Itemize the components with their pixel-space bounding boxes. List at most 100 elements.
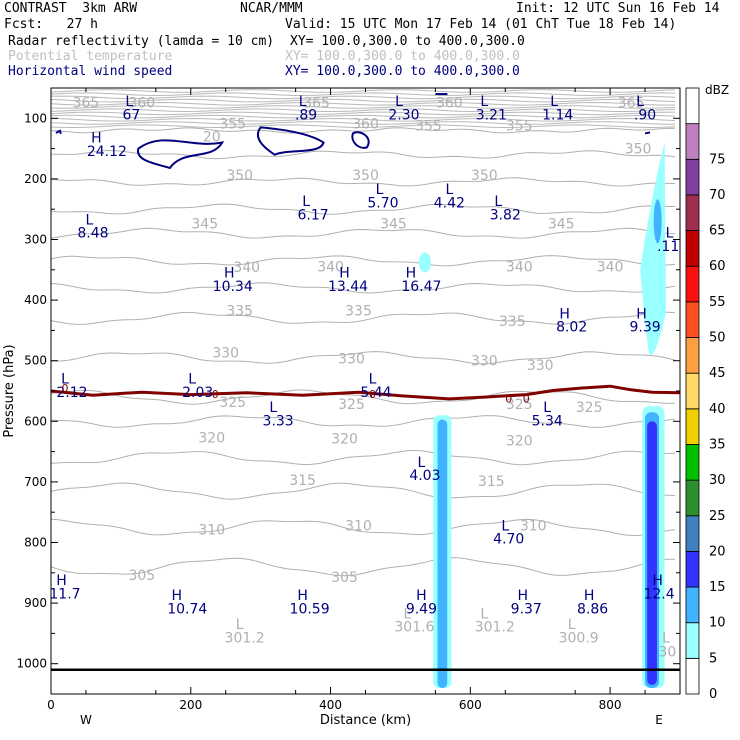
colorbar-level-label: 20	[709, 544, 726, 559]
theta-label: 310	[520, 518, 547, 534]
freezing-level-label: 0	[523, 392, 530, 405]
theta-label: 345	[548, 217, 575, 233]
wind-extremum-label: H	[584, 588, 595, 604]
theta-label: 350	[625, 141, 652, 157]
wind-extremum-label: H	[91, 131, 102, 147]
theta-contour-line	[50, 127, 676, 134]
wind-contour-20	[644, 131, 651, 135]
theta-label: 340	[317, 260, 344, 276]
field-name-wind: Horizontal wind speed	[8, 64, 173, 79]
colorbar-swatch	[685, 515, 700, 552]
freezing-level-line	[50, 384, 681, 401]
wind-extremum-label: H	[172, 588, 183, 604]
wind-extremum-label: H	[56, 573, 67, 589]
wind-contour-20	[256, 126, 325, 156]
wind-extremum-label: 10.74	[167, 601, 207, 617]
theta-contour-line	[50, 255, 676, 267]
theta-label: 320	[506, 434, 533, 450]
theta-label: 315	[289, 473, 316, 489]
theta-label: 355	[219, 117, 246, 133]
colorbar-swatch	[685, 622, 700, 659]
y-tick-label: 400	[24, 293, 47, 307]
reflectivity-column-2-core	[647, 421, 657, 685]
x-end-label-west: W	[80, 713, 92, 727]
wind-extremum-label: H	[224, 266, 235, 282]
theta-contour-line	[50, 108, 676, 113]
theta-contour-line	[50, 415, 676, 428]
wind-extremum-label: 9.49	[406, 601, 437, 617]
wind-extremum-label: L	[395, 94, 403, 110]
wind-contour-20	[137, 139, 225, 170]
wind-extremum-label: 1.14	[542, 108, 573, 124]
wind-extremum-label: L	[302, 194, 310, 210]
freezing-level-label: 0	[212, 388, 219, 401]
theta-label: 330	[338, 352, 365, 368]
colorbar-swatch	[685, 301, 700, 338]
wind-extremum-label: 5.70	[367, 195, 398, 211]
theta-contour-line	[50, 117, 676, 122]
y-tick-label: 600	[24, 414, 47, 428]
wind-extremum-label: 9.37	[511, 601, 542, 617]
theta-label: 320	[198, 431, 225, 447]
wind-extremum-label: .90	[634, 108, 656, 124]
wind-extremum-label: 3.33	[263, 414, 294, 430]
valid-time: Valid: 15 UTC Mon 17 Feb 14 (01 ChT Tue …	[285, 17, 677, 32]
theta-label: 325	[338, 397, 365, 413]
colorbar-swatch	[685, 158, 700, 196]
colorbar-level-label: 35	[709, 437, 726, 452]
wind-extremum-label: H	[416, 588, 427, 604]
wind-extremum-label: 5.34	[532, 414, 563, 430]
wind-extremum-label: 67	[122, 108, 140, 124]
theta-label: 335	[499, 314, 526, 330]
theta-contour-line	[50, 311, 676, 325]
theta-contour-line	[50, 227, 676, 239]
colorbar-level-label: 10	[709, 616, 726, 631]
colorbar-swatch	[685, 444, 700, 481]
theta-label: 350	[471, 168, 498, 184]
wind-extremum-label: L	[445, 182, 453, 198]
theta-label: 20	[203, 129, 221, 145]
colorbar-swatch	[685, 265, 700, 303]
org-label: NCAR/MMM	[240, 1, 303, 16]
field-name-reflectivity: Radar reflectivity (lamda = 10 cm)	[8, 34, 275, 49]
theta-label: 335	[345, 303, 372, 319]
theta-extremum-label: 301.2	[475, 620, 515, 636]
wind-extremum-label: 10.59	[290, 601, 330, 617]
wind-extremum-label: 5.44	[360, 385, 391, 401]
wind-extremum-label: H	[517, 588, 528, 604]
freezing-level-label: 0	[61, 382, 68, 395]
reflectivity-blob	[418, 252, 431, 273]
theta-contour-line	[50, 450, 675, 466]
theta-label: 360	[436, 95, 463, 111]
colorbar-swatch	[685, 479, 700, 517]
theta-contour-line	[50, 124, 676, 129]
y-tick-label: 100	[24, 111, 47, 125]
theta-label: 340	[233, 260, 260, 276]
wind-extremum-label: H	[406, 266, 417, 282]
theta-contour-line	[50, 177, 676, 187]
model-title: CONTRAST 3km ARW	[4, 1, 138, 16]
theta-label: 340	[597, 260, 624, 276]
colorbar-level-label: 45	[709, 366, 726, 381]
wind-extremum-label: 9.39	[629, 320, 660, 336]
theta-label: 365	[303, 95, 330, 111]
init-time: Init: 12 UTC Sun 16 Feb 14	[516, 1, 720, 16]
wind-extremum-label: 13.44	[328, 279, 368, 295]
wind-extremum-label: H	[652, 573, 663, 589]
colorbar-swatch	[685, 372, 700, 410]
x-tick-label: 800	[599, 698, 622, 712]
y-tick-label: 1000	[16, 657, 47, 671]
wind-extremum-label: H	[636, 306, 647, 322]
theta-label: 305	[128, 568, 155, 584]
theta-contour-line	[50, 111, 676, 116]
wind-extremum-label: 3.82	[490, 208, 521, 224]
y-tick-label: 200	[24, 172, 47, 186]
x-tick-label: 600	[459, 698, 482, 712]
x-tick-label: 400	[319, 698, 342, 712]
theta-label: 320	[331, 432, 358, 448]
reflectivity-shading	[418, 142, 667, 688]
theta-extremum-label: L	[404, 606, 412, 622]
wind-extremum-label: L	[269, 400, 277, 416]
wind-extremum-label: .89	[295, 108, 317, 124]
